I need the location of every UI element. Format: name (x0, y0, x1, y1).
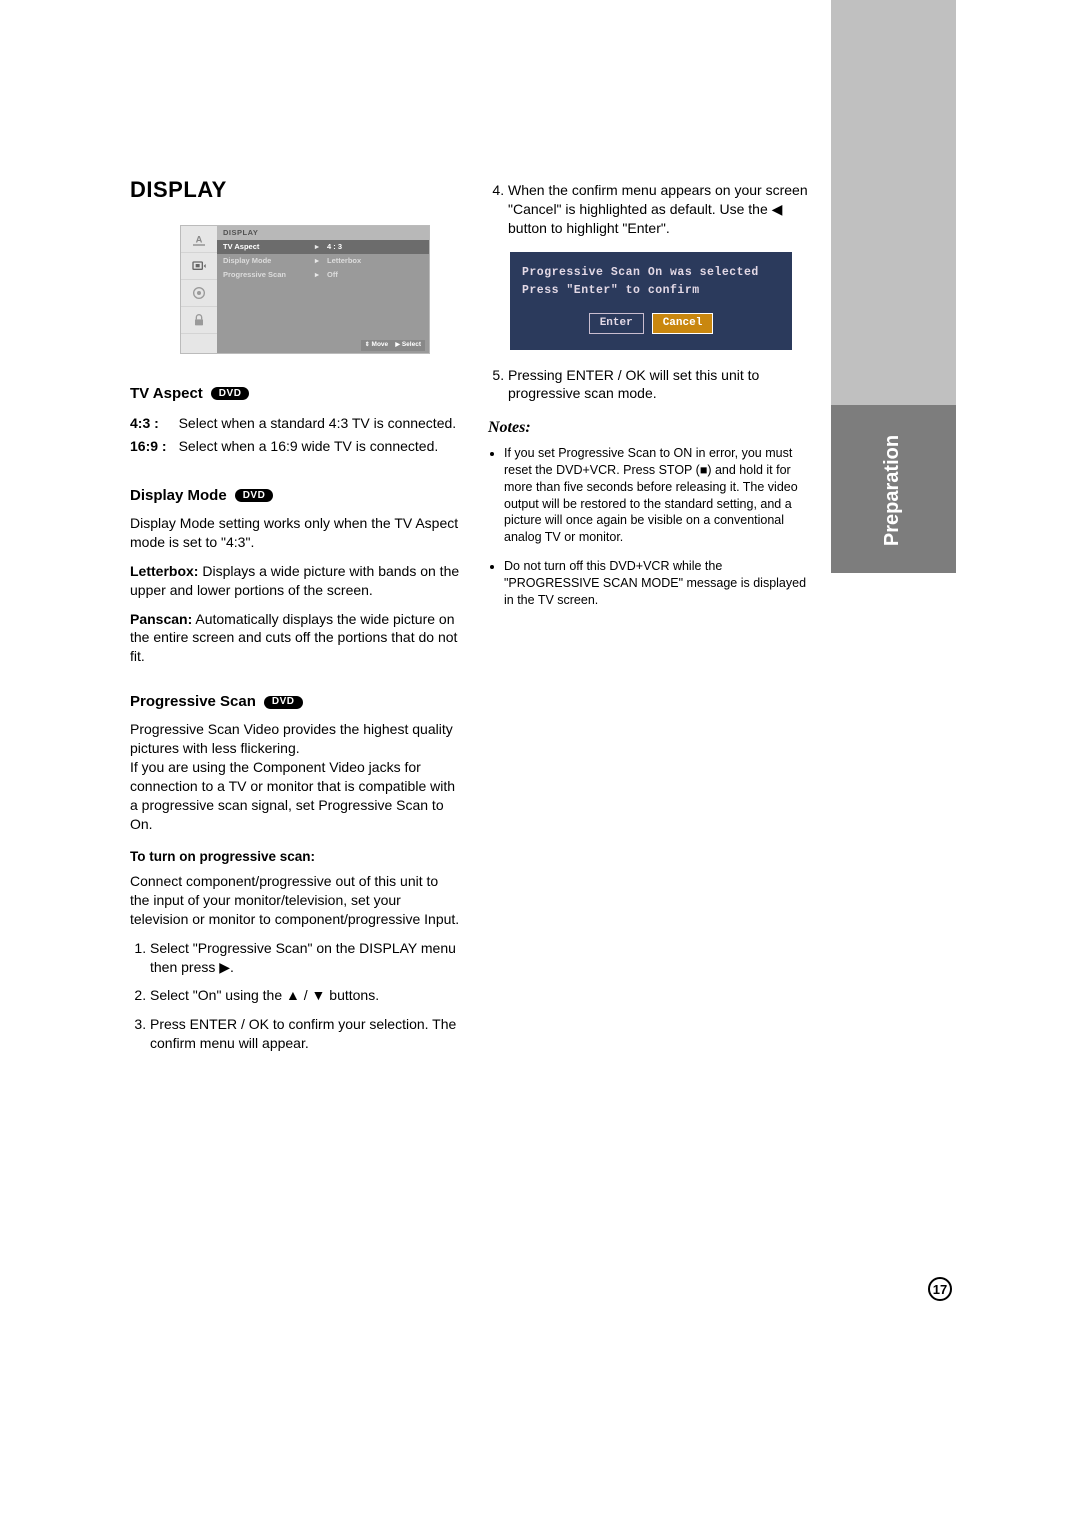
page-title: DISPLAY (130, 175, 460, 205)
enter-button-graphic: Enter (589, 313, 644, 334)
letterbox-label: Letterbox: (130, 563, 198, 579)
tv-aspect-heading: TV Aspect DVD (130, 384, 460, 404)
osd-row-label: Display Mode (223, 256, 315, 266)
move-glyph: ⇕ (365, 342, 370, 348)
heading-text: TV Aspect (130, 384, 203, 404)
display-tab-icon (181, 253, 217, 280)
list-item: Do not turn off this DVD+VCR while the "… (504, 558, 818, 609)
svg-text:A: A (196, 234, 203, 244)
cancel-button-graphic: Cancel (652, 313, 714, 334)
list-item: Select "On" using the ▲ / ▼ buttons. (150, 986, 460, 1005)
side-gutter-top (831, 0, 956, 405)
lock-tab-icon (181, 307, 217, 334)
dvd-badge: DVD (264, 696, 303, 709)
panscan-paragraph: Panscan: Automatically displays the wide… (130, 610, 460, 667)
confirm-dialog-screenshot: Progressive Scan On was selected Press "… (510, 252, 792, 350)
audio-tab-icon (181, 280, 217, 307)
progressive-steps-cont2: Pressing ENTER / OK will set this unit t… (488, 366, 818, 404)
list-item: Press ENTER / OK to confirm your selecti… (150, 1015, 460, 1053)
dvd-badge: DVD (211, 387, 250, 400)
aspect-desc: Select when a standard 4:3 TV is connect… (179, 412, 457, 435)
notes-heading: Notes: (488, 417, 818, 439)
osd-row-arrow: ▸ (315, 242, 327, 252)
osd-menu-footer: ⇕ Move ▶ Select (361, 340, 425, 351)
move-label: Move (372, 341, 389, 348)
list-item: Select "Progressive Scan" on the DISPLAY… (150, 939, 460, 977)
heading-text: Display Mode (130, 486, 227, 506)
aspect-desc: Select when a 16:9 wide TV is connected. (179, 435, 457, 458)
select-glyph: ▶ (395, 342, 400, 348)
osd-row-value: Off (327, 270, 338, 280)
progressive-steps: Select "Progressive Scan" on the DISPLAY… (130, 939, 460, 1053)
osd-row-label: TV Aspect (223, 242, 315, 252)
aspect-key: 16:9 : (130, 435, 179, 458)
osd-row-value: 4 : 3 (327, 242, 342, 252)
select-label: Select (402, 341, 421, 348)
osd-row-arrow: ▸ (315, 256, 327, 266)
section-tab-label: Preparation (882, 434, 905, 545)
right-column: When the confirm menu appears on your sc… (488, 175, 818, 1063)
osd-row-label: Progressive Scan (223, 270, 315, 280)
progressive-subhead: To turn on progressive scan: (130, 848, 460, 866)
table-row: 4:3 : Select when a standard 4:3 TV is c… (130, 412, 456, 435)
tv-aspect-table: 4:3 : Select when a standard 4:3 TV is c… (130, 412, 456, 458)
osd-menu-sidebar: A (181, 226, 217, 334)
osd-row-arrow: ▸ (315, 270, 327, 280)
display-mode-intro: Display Mode setting works only when the… (130, 514, 460, 552)
osd-menu-row: Progressive Scan ▸ Off (217, 268, 429, 282)
osd-row-value: Letterbox (327, 256, 361, 266)
osd-menu-rows: TV Aspect ▸ 4 : 3 Display Mode ▸ Letterb… (217, 240, 429, 282)
list-item: If you set Progressive Scan to ON in err… (504, 445, 818, 546)
progressive-scan-heading: Progressive Scan DVD (130, 692, 460, 712)
page-number: 17 (928, 1277, 952, 1301)
notes-list: If you set Progressive Scan to ON in err… (488, 445, 818, 609)
progressive-steps-cont: When the confirm menu appears on your sc… (488, 181, 818, 238)
aspect-key: 4:3 : (130, 412, 179, 435)
section-tab: Preparation (838, 415, 948, 565)
language-tab-icon: A (181, 226, 217, 253)
panscan-label: Panscan: (130, 611, 192, 627)
page: Preparation DISPLAY A (0, 0, 1080, 1528)
content-columns: DISPLAY A (130, 175, 830, 1063)
osd-menu-header: DISPLAY (217, 226, 429, 240)
table-row: 16:9 : Select when a 16:9 wide TV is con… (130, 435, 456, 458)
confirm-line-2: Press "Enter" to confirm (522, 283, 780, 299)
dvd-badge: DVD (235, 489, 274, 502)
list-item: Pressing ENTER / OK will set this unit t… (508, 366, 818, 404)
osd-menu-panel: DISPLAY TV Aspect ▸ 4 : 3 Display Mode ▸… (217, 226, 429, 353)
left-column: DISPLAY A (130, 175, 460, 1063)
osd-menu-row: TV Aspect ▸ 4 : 3 (217, 240, 429, 254)
progressive-intro: Progressive Scan Video provides the high… (130, 720, 460, 833)
letterbox-paragraph: Letterbox: Displays a wide picture with … (130, 562, 460, 600)
page-number-value: 17 (933, 1282, 947, 1297)
confirm-buttons: Enter Cancel (522, 313, 780, 334)
osd-menu-row: Display Mode ▸ Letterbox (217, 254, 429, 268)
list-item: When the confirm menu appears on your sc… (508, 181, 818, 238)
display-mode-heading: Display Mode DVD (130, 486, 460, 506)
heading-text: Progressive Scan (130, 692, 256, 712)
osd-menu-screenshot: A DISPLAY TV Aspec (180, 225, 430, 354)
progressive-preamble: Connect component/progressive out of thi… (130, 872, 460, 929)
confirm-line-1: Progressive Scan On was selected (522, 265, 780, 281)
